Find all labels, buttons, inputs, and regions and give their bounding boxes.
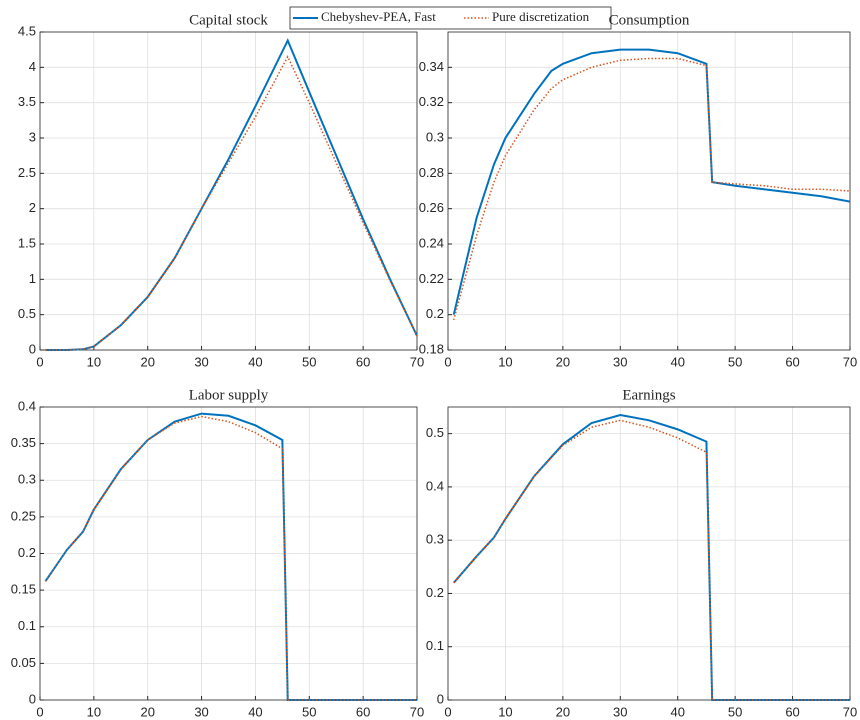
y-tick-label: 2 bbox=[29, 200, 36, 215]
x-tick-label: 60 bbox=[356, 704, 370, 719]
x-tick-label: 40 bbox=[248, 704, 262, 719]
y-tick-label: 0.3 bbox=[426, 129, 444, 144]
plot-area bbox=[40, 32, 417, 350]
x-tick-label: 20 bbox=[556, 354, 570, 369]
x-tick-label: 40 bbox=[670, 704, 684, 719]
x-tick-label: 70 bbox=[843, 354, 857, 369]
y-tick-label: 0.18 bbox=[419, 341, 444, 356]
chart-title: Earnings bbox=[622, 387, 675, 403]
y-tick-label: 0.3 bbox=[426, 532, 444, 547]
x-tick-label: 70 bbox=[410, 354, 424, 369]
x-tick-label: 40 bbox=[248, 354, 262, 369]
y-tick-label: 0.4 bbox=[18, 398, 36, 413]
y-tick-label: 0.1 bbox=[18, 618, 36, 633]
x-tick-label: 20 bbox=[140, 704, 154, 719]
y-tick-label: 0.35 bbox=[11, 435, 36, 450]
axes-box bbox=[447, 31, 851, 351]
y-tick-label: 0 bbox=[29, 341, 36, 356]
x-tick-label: 60 bbox=[356, 354, 370, 369]
x-tick-label: 0 bbox=[444, 704, 451, 719]
y-tick-label: 1 bbox=[29, 271, 36, 286]
y-tick-label: 0.26 bbox=[419, 200, 444, 215]
x-tick-label: 50 bbox=[728, 704, 742, 719]
y-tick-label: 0.15 bbox=[11, 582, 36, 597]
x-tick-label: 10 bbox=[498, 704, 512, 719]
x-tick-label: 0 bbox=[36, 354, 43, 369]
x-tick-label: 20 bbox=[556, 704, 570, 719]
y-tick-label: 3.5 bbox=[18, 94, 36, 109]
x-tick-label: 70 bbox=[843, 704, 857, 719]
series-line bbox=[452, 48, 851, 315]
legend-box bbox=[289, 6, 612, 30]
x-tick-label: 50 bbox=[728, 354, 742, 369]
y-tick-label: 0.24 bbox=[419, 235, 444, 250]
x-tick-label: 30 bbox=[194, 704, 208, 719]
x-tick-label: 10 bbox=[498, 354, 512, 369]
x-tick-label: 30 bbox=[194, 354, 208, 369]
x-tick-label: 0 bbox=[444, 354, 451, 369]
x-tick-label: 50 bbox=[302, 354, 316, 369]
y-tick-label: 0.2 bbox=[426, 306, 444, 321]
axes-box bbox=[39, 31, 418, 351]
x-tick-label: 0 bbox=[36, 704, 43, 719]
x-tick-label: 60 bbox=[785, 704, 799, 719]
legend-label: Chebyshev-PEA, Fast bbox=[321, 9, 436, 24]
y-tick-label: 4 bbox=[29, 59, 36, 74]
series-line bbox=[453, 419, 850, 701]
x-tick-label: 30 bbox=[613, 354, 627, 369]
series-line bbox=[45, 55, 418, 351]
chart-title: Consumption bbox=[609, 12, 690, 28]
series-line bbox=[453, 57, 851, 321]
legend-label: Pure discretization bbox=[492, 9, 590, 24]
y-tick-label: 0.25 bbox=[11, 508, 36, 523]
x-tick-label: 10 bbox=[87, 354, 101, 369]
chart-title: Capital stock bbox=[189, 12, 268, 28]
plot-area bbox=[448, 407, 850, 700]
y-tick-label: 0.2 bbox=[426, 585, 444, 600]
y-tick-label: 0.5 bbox=[426, 425, 444, 440]
plot-area bbox=[448, 32, 850, 350]
y-tick-label: 0.34 bbox=[419, 59, 444, 74]
axes-box bbox=[447, 406, 851, 701]
y-tick-label: 3 bbox=[29, 129, 36, 144]
x-tick-label: 30 bbox=[613, 704, 627, 719]
x-tick-label: 50 bbox=[302, 704, 316, 719]
x-tick-label: 20 bbox=[140, 354, 154, 369]
y-tick-label: 4.5 bbox=[18, 23, 36, 38]
chart-title: Labor supply bbox=[189, 387, 269, 403]
x-tick-label: 70 bbox=[410, 704, 424, 719]
x-tick-label: 40 bbox=[670, 354, 684, 369]
x-tick-label: 10 bbox=[87, 704, 101, 719]
y-tick-label: 0.4 bbox=[426, 478, 444, 493]
y-tick-label: 0.05 bbox=[11, 655, 36, 670]
axes-box bbox=[39, 406, 418, 701]
series-line bbox=[44, 415, 417, 701]
y-tick-label: 0.2 bbox=[18, 545, 36, 560]
y-tick-label: 0 bbox=[437, 691, 444, 706]
y-tick-label: 0.5 bbox=[18, 306, 36, 321]
x-tick-label: 60 bbox=[785, 354, 799, 369]
y-tick-label: 0 bbox=[29, 691, 36, 706]
y-tick-label: 2.5 bbox=[18, 165, 36, 180]
y-tick-label: 0.28 bbox=[419, 165, 444, 180]
y-tick-label: 0.22 bbox=[419, 271, 444, 286]
y-tick-label: 0.32 bbox=[419, 94, 444, 109]
y-tick-label: 1.5 bbox=[18, 235, 36, 250]
y-tick-label: 0.3 bbox=[18, 472, 36, 487]
y-tick-label: 0.1 bbox=[426, 638, 444, 653]
